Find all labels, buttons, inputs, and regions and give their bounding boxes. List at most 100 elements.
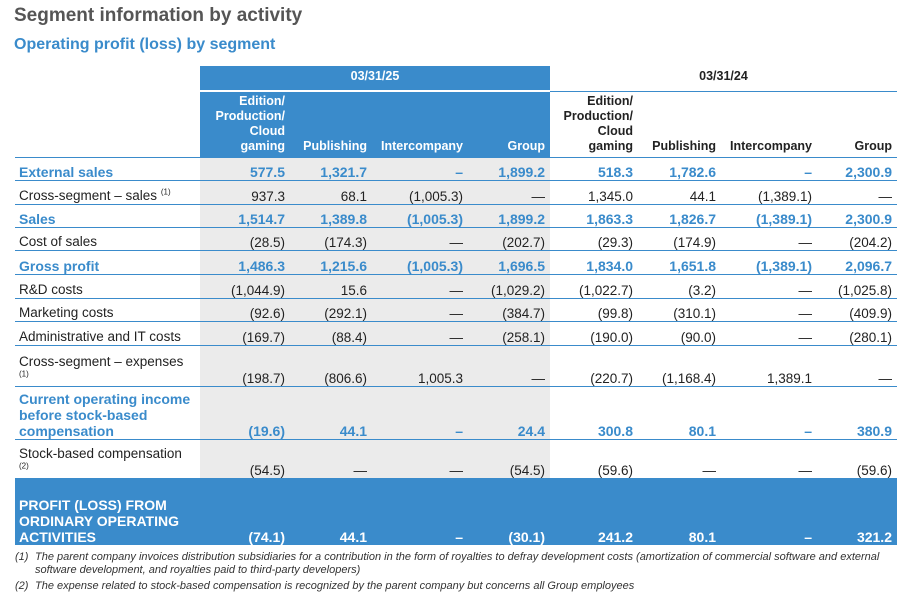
value-cell: 1,651.8 — [638, 250, 721, 275]
value-cell: 80.1 — [638, 478, 721, 545]
column-header: Edition/ Production/ Cloud gaming — [563, 94, 633, 153]
value-cell: (19.6) — [200, 386, 290, 440]
value-cell: – — [721, 157, 817, 181]
value-cell: (258.1) — [468, 321, 550, 346]
column-header: Intercompany — [372, 91, 468, 158]
table-row: Gross profit 1,486.3 1,215.6 (1,005.3) 1,696… — [15, 250, 897, 275]
footnote-text: The parent company invoices distribution… — [35, 551, 880, 576]
value-cell: – — [372, 157, 468, 181]
footnote: (1) The parent company invoices distribut… — [15, 551, 905, 577]
footnote: (2) The expense related to stock-based co… — [15, 580, 905, 593]
value-cell: — — [468, 345, 550, 387]
value-cell: — — [721, 227, 817, 251]
value-cell: — — [372, 227, 468, 251]
value-cell: (1,389.1) — [721, 180, 817, 205]
value-cell: (1,044.9) — [200, 274, 290, 299]
footnote-number: (2) — [15, 580, 29, 592]
column-header: Publishing — [290, 91, 372, 158]
value-cell: (310.1) — [638, 298, 721, 322]
value-cell: – — [372, 478, 468, 545]
value-cell: 1,345.0 — [550, 180, 638, 205]
value-cell: (1,005.3) — [372, 250, 468, 275]
value-cell: (54.5) — [200, 439, 290, 479]
row-label: External sales — [19, 164, 114, 180]
value-cell: (59.6) — [817, 439, 897, 479]
footnotes: (1) The parent company invoices distribut… — [15, 551, 905, 593]
value-cell: (202.7) — [468, 227, 550, 251]
column-header: Group — [854, 139, 893, 153]
value-cell: 2,096.7 — [817, 250, 897, 275]
table-row: Sales 1,514.7 1,389.8 (1,005.3) 1,899.2 1,863… — [15, 204, 897, 228]
footnote-ref: (1) — [19, 369, 29, 379]
footnote-ref: (1) — [160, 187, 171, 197]
value-cell: (1,389.1) — [721, 250, 817, 275]
value-cell: (99.8) — [550, 298, 638, 322]
value-cell: (74.1) — [200, 478, 290, 545]
value-cell: (90.0) — [638, 321, 721, 346]
segment-table: 03/31/25 03/31/24 Edition/ Production/ C… — [15, 66, 897, 545]
value-cell: — — [372, 321, 468, 346]
row-label: Marketing costs — [19, 305, 114, 320]
value-cell: — — [372, 298, 468, 322]
value-cell: — — [721, 298, 817, 322]
value-cell: (1,168.4) — [638, 345, 721, 387]
row-label: R&D costs — [19, 282, 83, 297]
column-header: Publishing — [652, 139, 716, 153]
value-cell: 1,834.0 — [550, 250, 638, 275]
value-cell: 1,005.3 — [372, 345, 468, 387]
column-header: Group — [468, 91, 550, 158]
value-cell: (806.6) — [290, 345, 372, 387]
value-cell: 518.3 — [550, 157, 638, 181]
value-cell: – — [372, 386, 468, 440]
footnote-text: The expense related to stock-based compe… — [35, 580, 635, 592]
value-cell: (1,005.3) — [372, 204, 468, 228]
value-cell: — — [372, 439, 468, 479]
value-cell: — — [638, 439, 721, 479]
row-label: Cost of sales — [19, 234, 98, 249]
table-row: R&D costs (1,044.9) 15.6— (1,029.2) (1,022.7… — [15, 274, 897, 299]
value-cell: (174.9) — [638, 227, 721, 251]
table-row: Current operating income before stock-ba… — [15, 386, 897, 440]
value-cell: 1,514.7 — [200, 204, 290, 228]
value-cell: 1,782.6 — [638, 157, 721, 181]
value-cell: – — [721, 478, 817, 545]
value-cell: — — [468, 180, 550, 205]
value-cell: — — [290, 439, 372, 479]
value-cell: (198.7) — [200, 345, 290, 387]
column-header: Edition/ Production/ Cloud gaming — [200, 91, 290, 158]
value-cell: 1,486.3 — [200, 250, 290, 275]
value-cell: (1,025.8) — [817, 274, 897, 299]
value-cell: 1,321.7 — [290, 157, 372, 181]
table-row: Cross-segment – expenses (1) (198.7) (806.… — [15, 345, 897, 387]
value-cell: — — [721, 321, 817, 346]
row-label: Current operating income before stock-ba… — [19, 391, 191, 439]
value-cell: 44.1 — [290, 386, 372, 440]
column-header: Intercompany — [730, 139, 812, 153]
value-cell: (384.7) — [468, 298, 550, 322]
row-label: Administrative and IT costs — [19, 329, 181, 344]
table-row: Cross-segment – sales (1) 937.3 68.1 (1,005… — [15, 180, 897, 205]
value-cell: 1,389.8 — [290, 204, 372, 228]
value-cell: (28.5) — [200, 227, 290, 251]
page-title: Segment information by activity — [14, 5, 303, 26]
value-cell: 1,696.5 — [468, 250, 550, 275]
period-2025: 03/31/25 — [200, 66, 550, 92]
value-cell: 937.3 — [200, 180, 290, 205]
value-cell: 321.2 — [817, 478, 897, 545]
value-cell: 577.5 — [200, 157, 290, 181]
row-label: Gross profit — [19, 258, 100, 274]
value-cell: 241.2 — [550, 478, 638, 545]
value-cell: 44.1 — [290, 478, 372, 545]
value-cell: 15.6 — [290, 274, 372, 299]
value-cell: (92.6) — [200, 298, 290, 322]
value-cell: — — [817, 180, 897, 205]
row-label: Stock-based compensation — [19, 446, 182, 461]
value-cell: — — [372, 274, 468, 299]
value-cell: (1,022.7) — [550, 274, 638, 299]
value-cell: 1,863.3 — [550, 204, 638, 228]
value-cell: 1,899.2 — [468, 157, 550, 181]
value-cell: (88.4) — [290, 321, 372, 346]
table-row: PROFIT (LOSS) FROM ORDINARY OPERATING AC… — [15, 478, 897, 545]
value-cell: 80.1 — [638, 386, 721, 440]
value-cell: 2,300.9 — [817, 204, 897, 228]
